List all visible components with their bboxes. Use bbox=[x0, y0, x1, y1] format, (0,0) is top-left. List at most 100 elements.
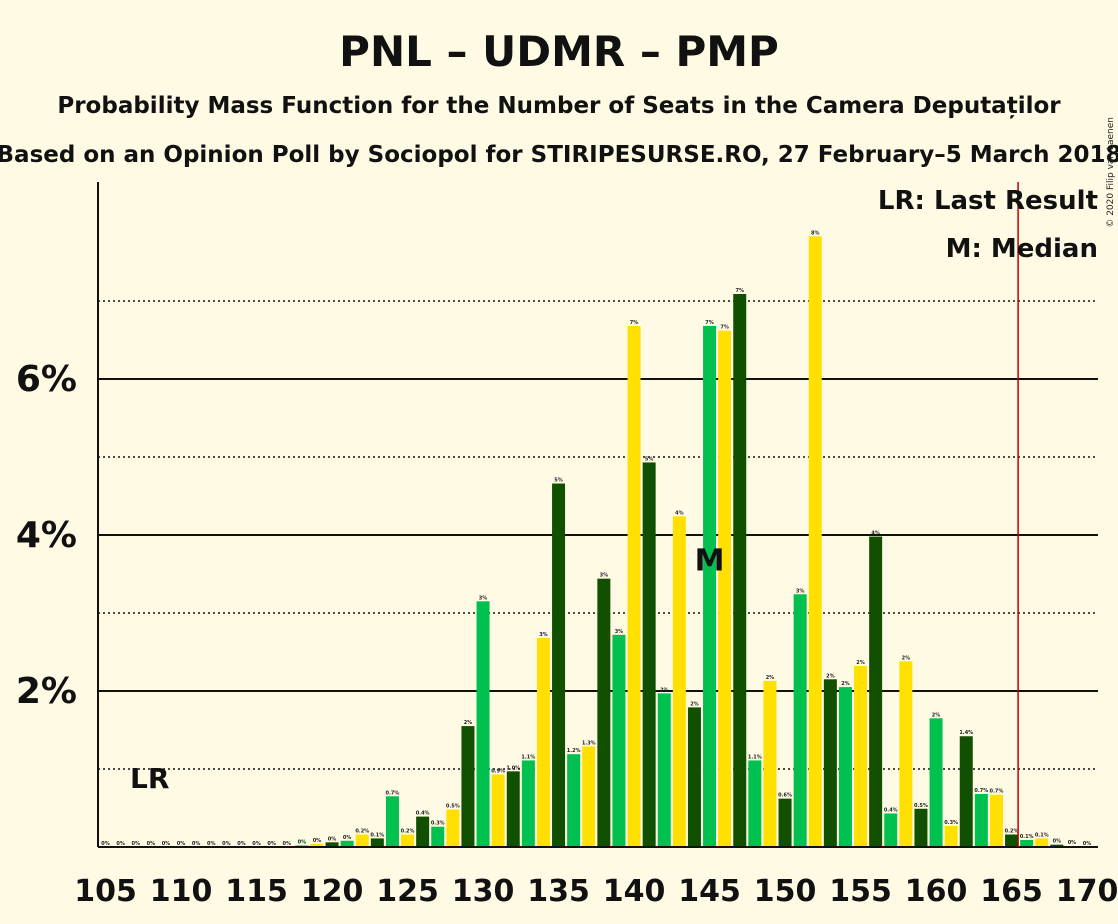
bar-seat-154 bbox=[838, 687, 852, 847]
bar-data-label: 7% bbox=[630, 320, 639, 326]
bar-data-label: 5% bbox=[554, 478, 563, 484]
bar-seat-125 bbox=[401, 834, 415, 847]
bar-seat-163 bbox=[974, 793, 988, 847]
bar-seat-144 bbox=[687, 707, 701, 847]
bar-seat-123 bbox=[370, 838, 384, 847]
bar-seat-162 bbox=[959, 736, 973, 847]
bar-seat-119 bbox=[310, 843, 324, 847]
bar-data-label: 0% bbox=[1068, 840, 1077, 846]
bar-seat-140 bbox=[627, 325, 641, 848]
bar-data-label: 0% bbox=[162, 841, 171, 847]
y-tick-label: 2% bbox=[16, 671, 77, 712]
bar-seat-159 bbox=[914, 808, 928, 847]
x-tick-label: 150 bbox=[754, 874, 817, 909]
bar-data-label: 0% bbox=[328, 836, 337, 842]
bar-seat-146 bbox=[718, 330, 732, 847]
bar-data-label: 0.4% bbox=[416, 811, 430, 817]
bar-seat-130 bbox=[476, 601, 490, 847]
bar-data-label: 0.5% bbox=[446, 804, 460, 810]
bar-seat-167 bbox=[1035, 838, 1049, 847]
bar-data-label: 0% bbox=[207, 841, 216, 847]
bar-seat-156 bbox=[869, 536, 883, 847]
bar-seat-145 bbox=[703, 325, 717, 848]
bar-data-label: 0.2% bbox=[1005, 829, 1019, 835]
bar-data-label: 0% bbox=[132, 841, 141, 847]
bar-seat-143 bbox=[672, 516, 686, 847]
bar-data-label: 0.6% bbox=[778, 793, 792, 799]
last-result-label: LR bbox=[130, 762, 169, 795]
legend-last-result: LR: Last Result bbox=[878, 186, 1098, 216]
bar-data-label: 3% bbox=[600, 573, 609, 579]
y-tick-label: 6% bbox=[16, 359, 77, 400]
bar-data-label: 0.7% bbox=[974, 788, 988, 794]
bar-seat-132 bbox=[506, 771, 520, 847]
bar-data-label: 1.1% bbox=[521, 754, 535, 760]
bar-data-label: 0.9% bbox=[491, 768, 505, 774]
bar-seat-124 bbox=[385, 796, 399, 847]
bar-seat-121 bbox=[340, 840, 354, 847]
bar-data-label: 0% bbox=[298, 839, 307, 845]
bar-seat-120 bbox=[325, 842, 339, 847]
bar-data-label: 0.2% bbox=[355, 829, 369, 835]
x-tick-label: 110 bbox=[150, 874, 213, 909]
bar-seat-149 bbox=[763, 680, 777, 847]
bar-data-label: 4% bbox=[871, 531, 880, 537]
bar-seat-133 bbox=[521, 760, 535, 847]
bar-seat-139 bbox=[612, 634, 626, 847]
bar-data-label: 0.3% bbox=[944, 820, 958, 826]
bar-data-label: 1.0% bbox=[506, 765, 520, 771]
x-tick-label: 145 bbox=[678, 874, 741, 909]
bar-data-label: 0% bbox=[237, 841, 246, 847]
bar-data-label: 0.4% bbox=[884, 807, 898, 813]
bar-seat-137 bbox=[582, 746, 596, 847]
bar-seat-122 bbox=[355, 834, 369, 847]
bar-data-label: 2% bbox=[932, 712, 941, 718]
bar-data-label: 0% bbox=[101, 841, 110, 847]
bar-data-label: 0% bbox=[147, 841, 156, 847]
bar-seat-135 bbox=[552, 483, 566, 847]
bar-data-label: 3% bbox=[479, 595, 488, 601]
x-tick-label: 170 bbox=[1056, 874, 1118, 909]
bar-seat-126 bbox=[416, 816, 430, 847]
bar-seat-158 bbox=[899, 661, 913, 847]
bar-data-label: 7% bbox=[736, 288, 745, 294]
bar-seat-129 bbox=[461, 726, 475, 847]
bar-seat-168 bbox=[1050, 844, 1064, 847]
bar-seat-160 bbox=[929, 718, 943, 847]
bar-seat-142 bbox=[657, 693, 671, 847]
x-tick-label: 105 bbox=[74, 874, 137, 909]
bar-seat-165 bbox=[1005, 834, 1019, 847]
x-tick-label: 125 bbox=[376, 874, 439, 909]
bar-data-label: 0.7% bbox=[990, 789, 1004, 795]
x-tick-label: 135 bbox=[527, 874, 590, 909]
bar-data-label: 0% bbox=[1053, 839, 1062, 845]
x-tick-label: 160 bbox=[905, 874, 968, 909]
bar-seat-157 bbox=[884, 813, 898, 847]
bar-seat-131 bbox=[491, 774, 505, 847]
bar-data-label: 0% bbox=[222, 841, 231, 847]
x-tick-label: 115 bbox=[225, 874, 288, 909]
bar-data-label: 0.1% bbox=[1020, 834, 1034, 840]
bar-data-label: 2% bbox=[464, 720, 473, 726]
chart-title: PNL – UDMR – PMP bbox=[339, 27, 779, 76]
y-tick-label: 4% bbox=[16, 515, 77, 556]
bar-data-label: 0% bbox=[1083, 841, 1092, 847]
chart-subtitle-poll: Based on an Opinion Poll by Sociopol for… bbox=[0, 142, 1118, 168]
bar-data-label: 2% bbox=[766, 675, 775, 681]
bar-seat-136 bbox=[567, 754, 581, 847]
x-tick-label: 165 bbox=[980, 874, 1043, 909]
bar-data-label: 0.1% bbox=[370, 832, 384, 838]
bar-data-label: 0.5% bbox=[914, 803, 928, 809]
bar-seat-147 bbox=[733, 293, 747, 848]
bar-data-label: 0% bbox=[343, 835, 352, 841]
bar-data-label: 1.1% bbox=[748, 754, 762, 760]
bar-seat-152 bbox=[808, 236, 822, 847]
bar-seat-166 bbox=[1020, 839, 1034, 847]
bar-seat-150 bbox=[778, 798, 792, 847]
bar-data-label: 2% bbox=[690, 701, 699, 707]
bar-seat-161 bbox=[944, 825, 958, 847]
bar-seat-155 bbox=[854, 666, 868, 847]
bar-data-label: 1.2% bbox=[567, 748, 581, 754]
bar-data-label: 0.3% bbox=[431, 821, 445, 827]
